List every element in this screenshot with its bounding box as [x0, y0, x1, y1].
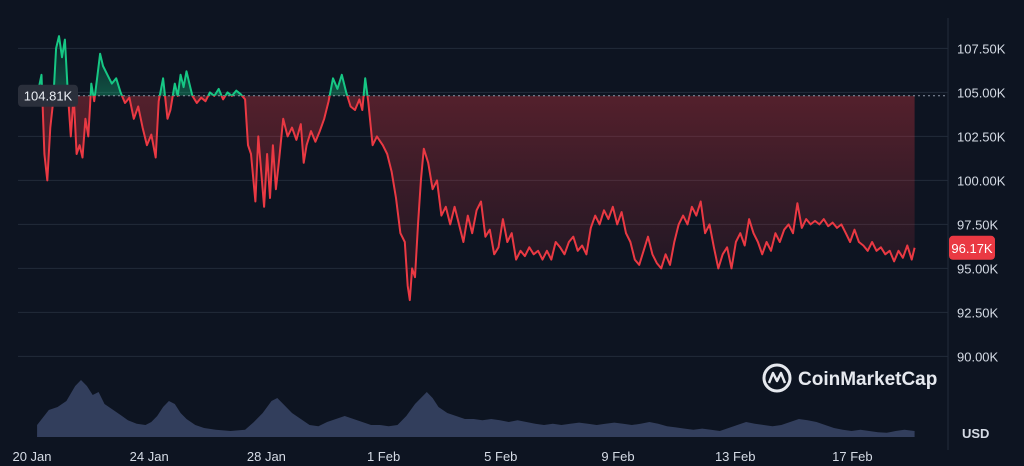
- watermark-text: CoinMarketCap: [798, 369, 937, 390]
- y-tick-label: 105.00K: [957, 85, 1006, 100]
- last-price-text: 96.17K: [951, 241, 993, 256]
- x-tick-label: 20 Jan: [12, 449, 51, 464]
- price-line-below-reference: [36, 95, 916, 302]
- price-fill-below: [37, 95, 915, 301]
- price-line-above-reference: [36, 35, 369, 96]
- reference-price-label: 104.81K: [18, 84, 78, 107]
- x-tick-label: 1 Feb: [367, 449, 400, 464]
- reference-price-badge: [18, 84, 78, 107]
- y-tick-label: 95.00K: [957, 261, 999, 276]
- reference-price-text: 104.81K: [24, 89, 73, 104]
- y-tick-label: 92.50K: [957, 305, 999, 320]
- x-tick-label: 13 Feb: [715, 449, 755, 464]
- x-tick-label: 9 Feb: [601, 449, 634, 464]
- watermark: CoinMarketCap: [762, 363, 937, 393]
- y-tick-label: 90.00K: [957, 349, 999, 364]
- coinmarketcap-logo-icon: [762, 363, 792, 393]
- x-tick-label: 17 Feb: [832, 449, 872, 464]
- x-tick-label: 28 Jan: [247, 449, 286, 464]
- y-tick-label: 100.00K: [957, 173, 1006, 188]
- x-axis: 20 Jan 24 Jan 28 Jan 1 Feb 5 Feb 9 Feb 13 Feb 1…: [12, 449, 872, 464]
- unit-label: USD: [962, 426, 989, 441]
- y-tick-label: 102.50K: [957, 129, 1006, 144]
- y-axis: 107.50K 105.00K 102.50K 100.00K 97.50K 95.00K…: [957, 41, 1006, 364]
- y-tick-label: 97.50K: [957, 217, 999, 232]
- volume-area: [37, 380, 915, 437]
- volume-area-path: [37, 380, 915, 437]
- price-line-group: [36, 35, 916, 302]
- price-fill: [37, 36, 915, 301]
- last-price-badge: [949, 235, 995, 260]
- y-tick-label: 107.50K: [957, 41, 1006, 56]
- last-price-label: 96.17K: [949, 235, 995, 260]
- x-tick-label: 5 Feb: [484, 449, 517, 464]
- x-tick-label: 24 Jan: [130, 449, 169, 464]
